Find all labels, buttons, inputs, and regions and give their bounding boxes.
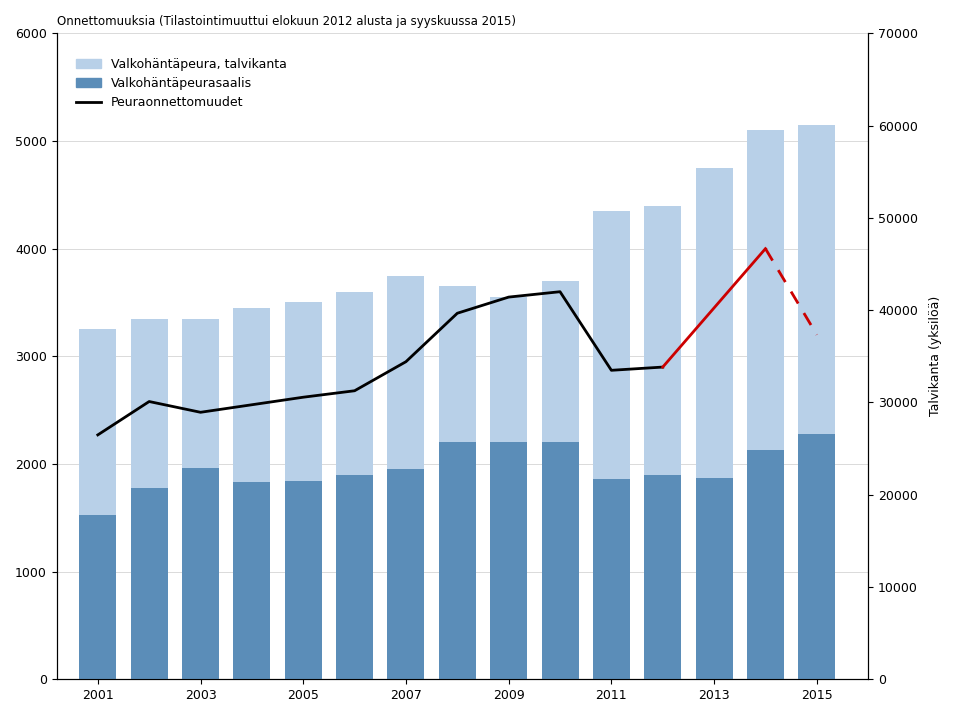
Bar [285,303,322,679]
Bar [747,450,784,679]
Bar [798,434,835,679]
Bar [593,479,630,679]
Bar [131,488,167,679]
Bar [285,481,322,679]
Legend: Valkohäntäpeura, talvikanta, Valkohäntäpeurasaalis, Peuraonnettomuudet: Valkohäntäpeura, talvikanta, Valkohäntäp… [71,52,292,114]
Bar [79,515,117,679]
Bar [593,211,630,679]
Bar [542,281,579,679]
Bar [336,292,373,679]
Bar [439,442,476,679]
Bar [182,468,219,679]
Y-axis label: Talvikanta (yksilöä): Talvikanta (yksilöä) [929,296,942,417]
Bar [234,483,271,679]
Bar [644,475,681,679]
Bar [439,286,476,679]
Bar [644,206,681,679]
Bar [747,130,784,679]
Bar [388,275,425,679]
Bar [182,318,219,679]
Bar [131,318,167,679]
Bar [336,475,373,679]
Bar [490,297,527,679]
Bar [79,329,117,679]
Bar [234,308,271,679]
Bar [490,442,527,679]
Bar [696,478,733,679]
Text: Onnettomuuksia (Tilastointimuuttui elokuun 2012 alusta ja syyskuussa 2015): Onnettomuuksia (Tilastointimuuttui eloku… [56,15,516,28]
Bar [542,442,579,679]
Bar [696,168,733,679]
Bar [798,125,835,679]
Bar [388,470,425,679]
